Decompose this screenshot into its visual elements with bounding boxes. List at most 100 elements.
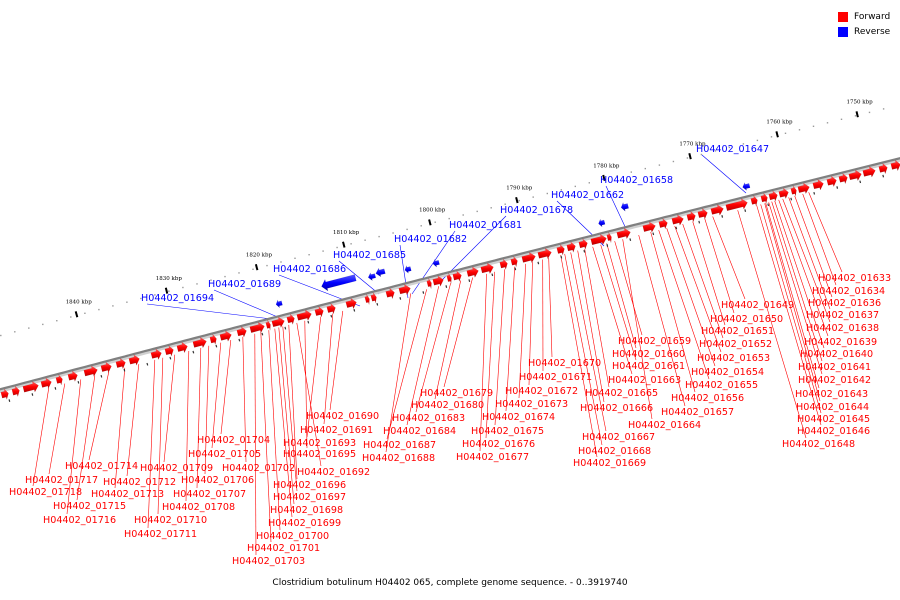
forward-gene-arrow — [790, 185, 797, 197]
backbone-mark — [284, 326, 287, 330]
ruler-dot — [546, 192, 548, 195]
ruler-dot — [700, 153, 703, 156]
forward-leader-line — [76, 375, 96, 501]
reverse-gene-label: H04402_01658 — [600, 175, 673, 186]
ruler-dot — [266, 264, 268, 267]
gene-labels: H04402_01647 H04402_01658 H04402_01662 H044… — [9, 144, 891, 567]
ruler-dot — [882, 108, 885, 110]
reverse-leader-line — [338, 260, 380, 295]
forward-gene-label: H04402_01696 — [273, 480, 346, 491]
forward-leader-line — [666, 228, 716, 367]
forward-gene-label: H04402_01666 — [580, 403, 653, 414]
reverse-gene-label: H04402_01647 — [696, 144, 769, 155]
forward-leader-line — [288, 324, 298, 480]
scale-tick — [775, 131, 779, 138]
forward-gene-label: H04402_01636 — [808, 298, 881, 309]
backbone-mark — [307, 320, 310, 324]
forward-gene-label: H04402_01633 — [818, 273, 891, 284]
backbone-mark — [192, 350, 195, 354]
backbone-mark — [77, 380, 80, 384]
forward-gene-arrow — [838, 172, 848, 185]
forward-gene-label: H04402_01714 — [65, 461, 138, 472]
forward-gene-label: H04402_01649 — [721, 300, 794, 311]
forward-leader-line — [268, 330, 281, 531]
forward-leader-line — [306, 316, 322, 438]
forward-gene-arrow — [556, 243, 565, 256]
forward-gene-arrow — [164, 344, 174, 357]
forward-leader-line — [126, 364, 140, 477]
forward-gene-arrow — [778, 187, 789, 200]
forward-gene-label: H04402_01637 — [806, 310, 879, 321]
forward-leader-line — [204, 345, 210, 475]
backbone-mark — [215, 344, 218, 348]
genome-backbone — [0, 157, 900, 391]
backbone-mark — [606, 244, 609, 247]
ruler-dot — [448, 217, 450, 220]
backbone-mark — [537, 261, 540, 265]
forward-leader-line — [282, 326, 298, 492]
forward-gene-label: H04402_01645 — [797, 414, 870, 425]
forward-gene-label: H04402_01711 — [124, 529, 197, 540]
reverse-gene-arrow — [598, 218, 606, 228]
forward-gene-label: H04402_01683 — [392, 413, 465, 424]
forward-leader-line — [782, 198, 831, 323]
ruler-dot — [210, 279, 212, 281]
ruler-dot — [434, 221, 436, 223]
ruler-dot — [182, 286, 184, 289]
forward-gene-arrow — [370, 292, 377, 304]
forward-leader-line — [560, 254, 598, 458]
ruler-dot — [196, 283, 198, 285]
reverse-swatch — [838, 26, 848, 37]
ruler-dot — [294, 257, 296, 259]
backbone-mark — [560, 255, 563, 259]
ruler-dot — [462, 214, 464, 216]
ruler-dot — [56, 320, 58, 322]
forward-leader-line — [778, 199, 829, 337]
ruler-dot — [378, 235, 380, 238]
reverse-gene-label: H04402_01685 — [333, 250, 406, 261]
ruler-dot — [140, 297, 142, 300]
forward-gene-label: H04402_01654 — [691, 367, 764, 378]
forward-gene-label: H04402_01698 — [270, 505, 343, 516]
forward-leader-line — [505, 266, 515, 412]
forward-gene-label: H04402_01671 — [519, 372, 592, 383]
ruler-dot — [420, 225, 422, 227]
forward-leader-line — [278, 327, 295, 505]
forward-leader-line — [304, 320, 308, 449]
forward-gene-arrow — [760, 192, 768, 204]
backbone-mark — [123, 368, 126, 372]
forward-gene-arrow — [537, 247, 552, 260]
forward-gene-arrow — [426, 277, 432, 289]
forward-gene-label: H04402_01653 — [697, 353, 770, 364]
forward-gene-arrow — [150, 348, 162, 361]
forward-gene-label: H04402_01709 — [140, 463, 213, 474]
forward-leader-line — [386, 289, 427, 440]
forward-gene-arrow — [22, 380, 39, 393]
forward-gene-label: H04402_01701 — [247, 543, 320, 554]
legend-entry-reverse: Reverse — [838, 24, 890, 39]
sequence-caption: Clostridium botulinum H04402 065, comple… — [272, 578, 628, 588]
forward-gene-arrow — [616, 227, 631, 240]
forward-leader-line — [808, 192, 843, 273]
forward-gene-label: H04402_01684 — [383, 426, 456, 437]
forward-leader-line — [584, 248, 610, 388]
reverse-gene-arrow — [375, 267, 386, 278]
forward-leader-line — [528, 262, 533, 386]
backbone-mark — [514, 267, 517, 271]
backbone-mark — [146, 362, 149, 366]
forward-leader-line — [704, 218, 735, 314]
ruler-dot — [868, 111, 871, 114]
forward-gene-arrow — [862, 165, 876, 178]
ruler-dot — [280, 261, 282, 263]
ruler-dot — [238, 272, 240, 274]
reverse-leader-line — [411, 230, 456, 295]
forward-leader-line — [638, 235, 686, 407]
forward-gene-arrow — [725, 197, 748, 212]
backbone-mark — [54, 387, 57, 390]
forward-leader-line — [600, 244, 637, 361]
forward-gene-arrow — [566, 240, 576, 254]
forward-gene-arrow — [671, 214, 684, 226]
forward-gene-arrow — [128, 353, 140, 367]
backbone-mark — [468, 279, 471, 283]
scale-tick — [515, 196, 519, 204]
